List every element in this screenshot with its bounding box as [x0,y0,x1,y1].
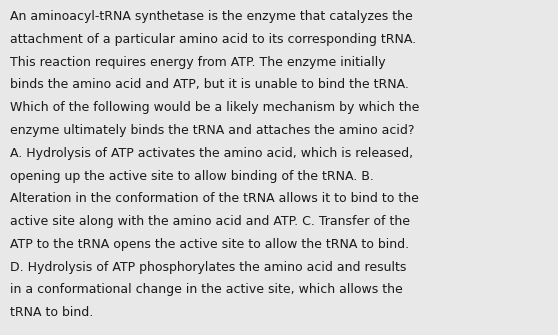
Text: A. Hydrolysis of ATP activates the amino acid, which is released,: A. Hydrolysis of ATP activates the amino… [10,147,413,160]
Text: An aminoacyl-tRNA synthetase is the enzyme that catalyzes the: An aminoacyl-tRNA synthetase is the enzy… [10,10,413,23]
Text: D. Hydrolysis of ATP phosphorylates the amino acid and results: D. Hydrolysis of ATP phosphorylates the … [10,261,406,274]
Text: ATP to the tRNA opens the active site to allow the tRNA to bind.: ATP to the tRNA opens the active site to… [10,238,409,251]
Text: in a conformational change in the active site, which allows the: in a conformational change in the active… [10,283,403,296]
Text: This reaction requires energy from ATP. The enzyme initially: This reaction requires energy from ATP. … [10,56,386,69]
Text: Which of the following would be a likely mechanism by which the: Which of the following would be a likely… [10,101,420,114]
Text: enzyme ultimately binds the tRNA and attaches the amino acid?: enzyme ultimately binds the tRNA and att… [10,124,415,137]
Text: active site along with the amino acid and ATP. C. Transfer of the: active site along with the amino acid an… [10,215,410,228]
Text: attachment of a particular amino acid to its corresponding tRNA.: attachment of a particular amino acid to… [10,33,416,46]
Text: tRNA to bind.: tRNA to bind. [10,306,93,319]
Text: Alteration in the conformation of the tRNA allows it to bind to the: Alteration in the conformation of the tR… [10,192,419,205]
Text: binds the amino acid and ATP, but it is unable to bind the tRNA.: binds the amino acid and ATP, but it is … [10,78,409,91]
Text: opening up the active site to allow binding of the tRNA. B.: opening up the active site to allow bind… [10,170,374,183]
